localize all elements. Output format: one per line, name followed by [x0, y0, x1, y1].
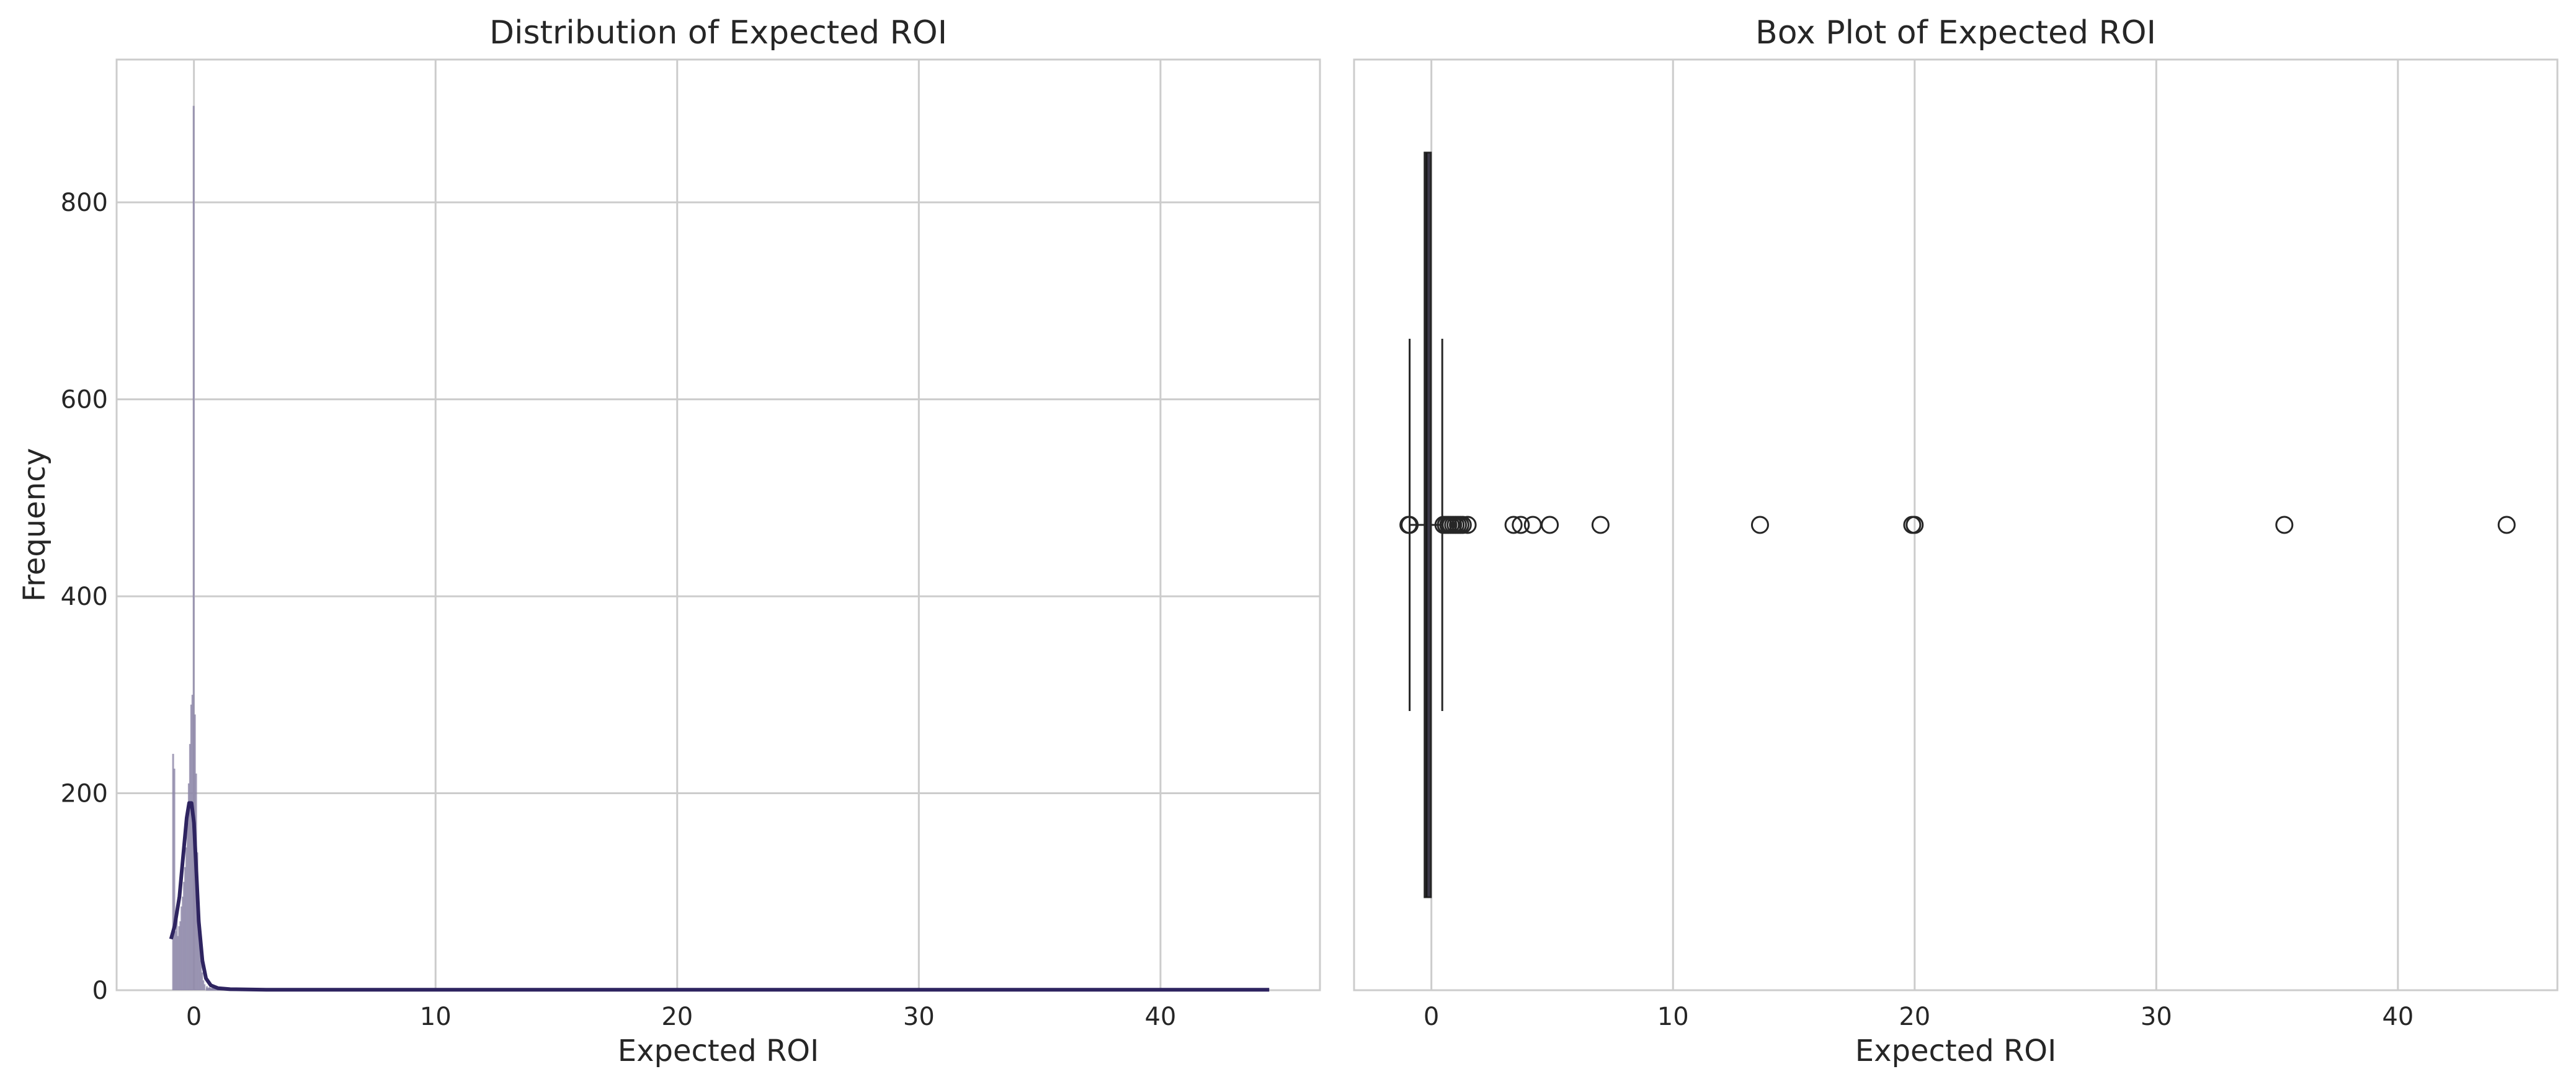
histogram-bar	[187, 783, 190, 990]
histogram-bar	[213, 988, 215, 990]
histogram-bar	[202, 980, 205, 990]
kde-line	[169, 801, 1270, 992]
histogram-bar	[200, 960, 202, 990]
histogram-y-tick-label: 200	[61, 780, 108, 808]
histogram-bar	[182, 897, 184, 990]
histogram-bar	[184, 867, 187, 990]
outlier-point	[2497, 516, 2516, 534]
boxplot-x-tick-label: 0	[1424, 1003, 1439, 1031]
box	[1424, 151, 1432, 898]
histogram-bar	[183, 882, 185, 990]
histogram-plot-area	[115, 58, 1321, 991]
outlier-point	[1523, 516, 1542, 534]
histogram-bar	[186, 823, 189, 990]
histogram-x-tick-label: 40	[1144, 1003, 1176, 1031]
outlier-point	[1591, 516, 1610, 534]
histogram-bar	[189, 744, 191, 990]
histogram-bar	[176, 916, 178, 990]
histogram-bar	[179, 921, 182, 990]
outlier-point	[1401, 516, 1419, 534]
outlier-point	[1453, 516, 1472, 534]
boxplot-title: Box Plot of Expected ROI	[1755, 14, 2156, 51]
boxplot-plot-area	[1353, 58, 2559, 991]
histogram-x-tick-label: 30	[903, 1003, 935, 1031]
histogram-y-ticks: 0 200 400 600 800	[61, 189, 108, 1005]
histogram-bar	[174, 931, 177, 990]
boxplot-x-ticks: 0 10 20 30 40	[1424, 1003, 2413, 1031]
histogram-kde	[169, 801, 1270, 992]
histogram-panel: 0 10 20 30 40 0 200 400 600 800 Distribution of …	[17, 14, 1321, 1068]
histogram-title: Distribution of Expected ROI	[489, 14, 947, 51]
histogram-bar	[191, 694, 194, 990]
boxplot-outliers	[1399, 516, 2516, 534]
outlier-point	[2275, 516, 2294, 534]
histogram-bar	[201, 972, 203, 990]
histogram-bar	[178, 926, 180, 990]
histogram-bar	[203, 984, 206, 990]
boxplot-x-tick-label: 10	[1657, 1003, 1689, 1031]
histogram-bars	[172, 105, 1270, 991]
boxplot-elements	[1409, 151, 1443, 898]
boxplot-x-tick-label: 40	[2382, 1003, 2413, 1031]
boxplot-x-tick-label: 30	[2141, 1003, 2172, 1031]
histogram-bar	[208, 987, 211, 990]
outlier-point	[1504, 516, 1523, 534]
histogram-bar	[172, 754, 174, 990]
histogram-y-tick-label: 400	[61, 583, 108, 611]
histogram-y-label: Frequency	[17, 448, 52, 602]
histogram-bar	[206, 986, 208, 990]
histogram-bar	[180, 906, 183, 990]
histogram-x-tick-label: 20	[661, 1003, 693, 1031]
boxplot-x-label: Expected ROI	[1855, 1034, 2057, 1068]
histogram-x-tick-label: 10	[420, 1003, 452, 1031]
histogram-y-tick-label: 0	[92, 977, 108, 1005]
outlier-point	[1458, 516, 1477, 534]
histogram-gridlines	[117, 60, 1320, 990]
outlier-point	[1512, 516, 1530, 534]
outlier-point	[1905, 516, 1924, 534]
histogram-bar	[190, 704, 192, 990]
histogram-bar	[173, 768, 176, 990]
histogram-bar	[197, 901, 200, 990]
histogram-x-ticks: 0 10 20 30 40	[186, 1003, 1176, 1031]
boxplot-x-tick-label: 20	[1899, 1003, 1930, 1031]
histogram-bar	[177, 936, 179, 990]
histogram-y-tick-label: 600	[61, 386, 108, 414]
outlier-point	[1541, 516, 1559, 534]
histogram-bar	[198, 936, 201, 990]
histogram-bar	[192, 105, 195, 991]
histogram-bar	[185, 847, 188, 990]
histogram-x-label: Expected ROI	[618, 1034, 819, 1068]
boxplot-gridlines	[1430, 60, 2399, 990]
outlier-point	[1750, 516, 1769, 534]
histogram-x-tick-label: 0	[186, 1003, 202, 1031]
histogram-y-tick-label: 800	[61, 189, 108, 217]
boxplot-panel: 0 10 20 30 40 Box Plot of Expected ROI Expec…	[1353, 14, 2559, 1068]
